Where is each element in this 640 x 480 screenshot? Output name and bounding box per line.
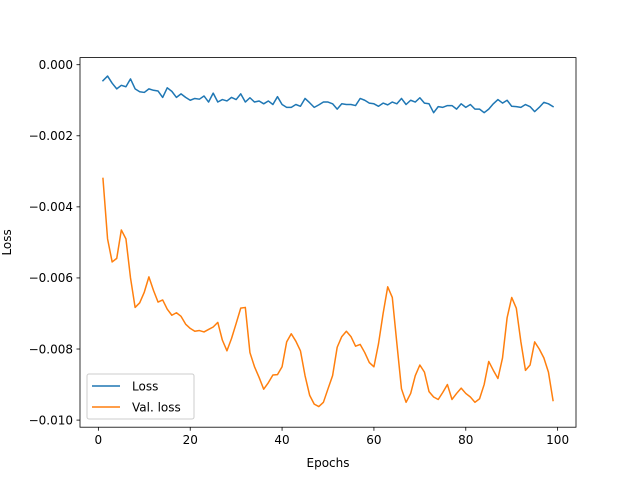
y-tick-label: 0.000 [39, 58, 73, 72]
x-axis-label: Epochs [307, 456, 350, 470]
x-tick-label: 100 [546, 433, 569, 447]
x-axis-ticks: 0 20 40 60 80 100 [95, 427, 569, 447]
legend: Loss Val. loss [86, 373, 195, 420]
series-line-loss [101, 75, 555, 114]
y-tick-label: −0.010 [29, 413, 73, 427]
x-tick-label: 60 [366, 433, 381, 447]
legend-label-loss: Loss [132, 380, 158, 394]
y-tick-label: −0.006 [29, 271, 73, 285]
y-tick-label: −0.004 [29, 200, 73, 214]
legend-label-val-loss: Val. loss [132, 401, 181, 415]
plot-frame [79, 57, 577, 428]
x-tick-label: 40 [274, 433, 289, 447]
y-axis-ticks: 0.000 −0.002 −0.004 −0.006 −0.008 −0.010 [29, 58, 80, 427]
series-layer [101, 75, 555, 408]
y-tick-label: −0.008 [29, 342, 73, 356]
x-tick-label: 20 [183, 433, 198, 447]
y-tick-label: −0.002 [29, 129, 73, 143]
x-tick-label: 0 [95, 433, 103, 447]
series-line-val-loss [102, 177, 554, 408]
y-axis-label: Loss [0, 229, 14, 255]
x-tick-label: 80 [458, 433, 473, 447]
